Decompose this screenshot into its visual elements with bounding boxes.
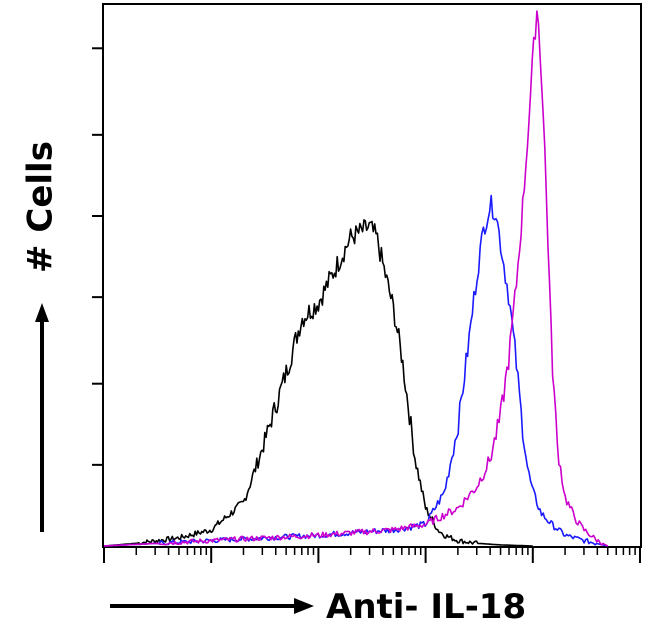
x-axis-arrow-head bbox=[294, 598, 314, 614]
series-1-line bbox=[103, 219, 533, 547]
series-2-line bbox=[103, 194, 608, 547]
y-axis-arrow-head bbox=[35, 303, 49, 322]
x-axis-ticks bbox=[103, 547, 641, 563]
y-axis-ticks bbox=[92, 47, 103, 466]
x-axis-label: Anti- IL-18 bbox=[326, 587, 526, 627]
series-3-line bbox=[103, 10, 609, 547]
histogram-series bbox=[103, 10, 609, 547]
plot-frame bbox=[102, 3, 642, 548]
y-axis-label: # Cells bbox=[21, 141, 61, 273]
